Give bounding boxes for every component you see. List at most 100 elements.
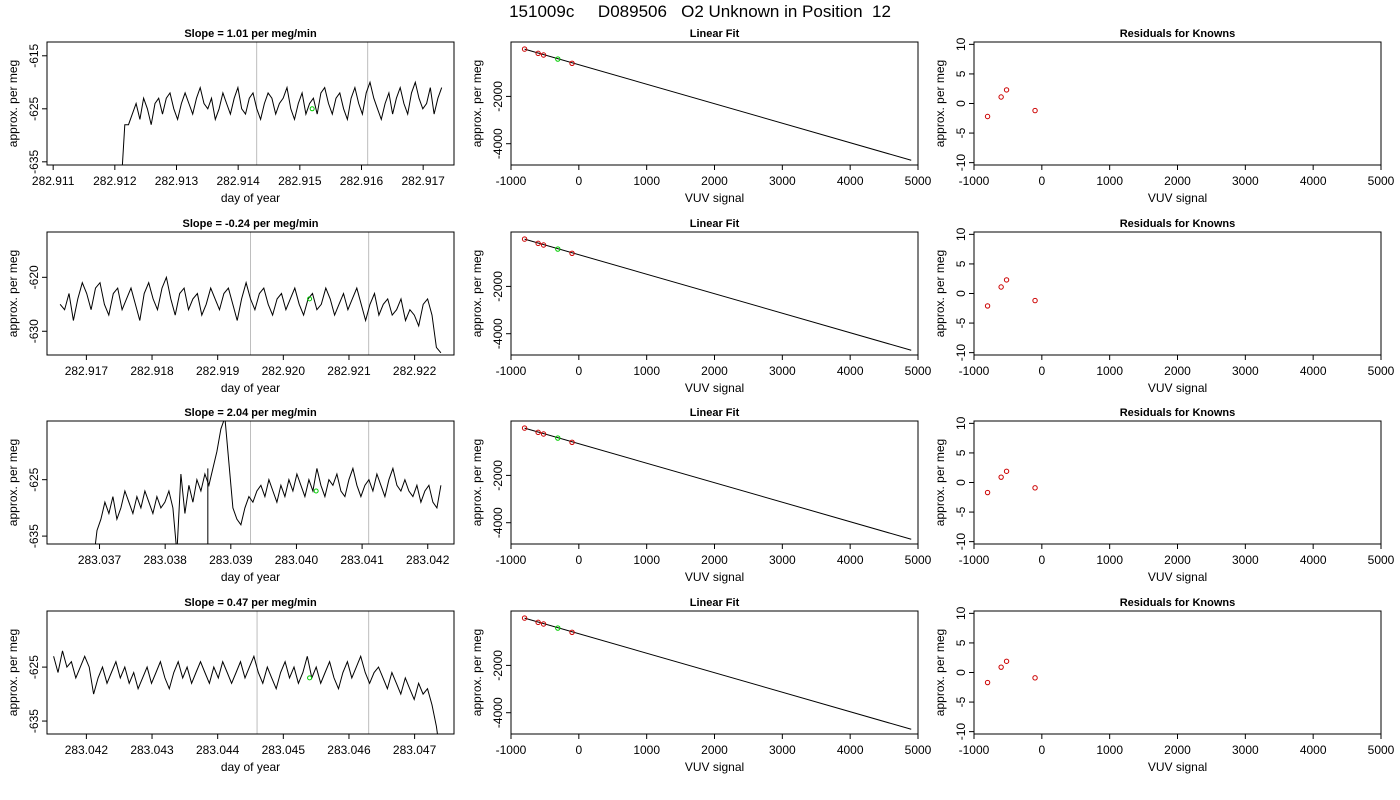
plot-frame (973, 231, 1382, 356)
x-tick-label: 3000 (1232, 743, 1259, 757)
y-tick-label: -10 (954, 533, 968, 551)
chart-panel-8: Linear Fit -1000 0 1000 2000 3000 4000 5000 -200… (470, 597, 932, 774)
known-point (540, 242, 547, 248)
y-axis-label: approx. per meg (6, 250, 20, 337)
x-tick-label: 0 (1038, 553, 1045, 567)
x-tick-label: 0 (1038, 743, 1045, 757)
x-tick-label: -1000 (959, 174, 990, 188)
plot-area (521, 46, 912, 161)
panel-title: Linear Fit (690, 28, 740, 40)
chart-panel-9: Residuals for Knowns -1000 0 1000 2000 3000 40… (933, 28, 1395, 205)
x-tick-label: 282.916 (340, 174, 384, 188)
chart-panel-7: Linear Fit -1000 0 1000 2000 3000 4000 5000 -200… (470, 407, 932, 584)
y-axis-label: approx. per meg (6, 60, 20, 147)
x-tick-label: 283.047 (393, 743, 437, 757)
panel-title: Slope = 1.01 per meg/min (184, 28, 317, 40)
x-tick-label: 4000 (1300, 364, 1327, 378)
x-tick-label: 2000 (701, 553, 728, 567)
x-tick-label: 1000 (633, 364, 660, 378)
x-tick-label: 4000 (1300, 553, 1327, 567)
known-point (998, 474, 1004, 480)
plot-frame (510, 231, 919, 356)
x-tick-label: 282.911 (32, 174, 75, 188)
y-tick-label: -4000 (491, 128, 505, 159)
x-tick-label: 0 (575, 364, 582, 378)
known-point (998, 664, 1004, 670)
x-tick-label: 282.918 (130, 364, 174, 378)
x-axis-label: VUV signal (685, 191, 744, 205)
fit-line (524, 427, 912, 540)
y-tick-label: 10 (954, 416, 968, 430)
x-tick-label: 1000 (633, 174, 660, 188)
y-tick-label: 10 (954, 606, 968, 620)
x-tick-label: 4000 (837, 743, 864, 757)
x-tick-label: 0 (575, 743, 582, 757)
known-point (1003, 87, 1010, 93)
x-axis-label: VUV signal (685, 381, 744, 395)
x-tick-label: 3000 (769, 174, 796, 188)
known-point (984, 303, 991, 309)
series-trace (53, 650, 438, 734)
x-tick-label: 4000 (837, 553, 864, 567)
known-point (521, 46, 528, 52)
x-tick-label: -1000 (959, 364, 990, 378)
x-tick-label: 5000 (1368, 364, 1395, 378)
unknown-point (555, 625, 561, 631)
plot-area (121, 42, 443, 165)
x-tick-label: 3000 (769, 743, 796, 757)
panel-title: Residuals for Knowns (1120, 597, 1236, 609)
x-tick-label: 0 (1038, 364, 1045, 378)
panel-title: Residuals for Knowns (1120, 407, 1236, 419)
known-point (540, 431, 547, 437)
known-point (535, 240, 541, 247)
x-axis-label: VUV signal (1148, 191, 1207, 205)
plot-area (94, 421, 442, 544)
plot-frame (510, 41, 919, 166)
panel-title: Linear Fit (690, 218, 740, 230)
x-tick-label: 1000 (1096, 174, 1123, 188)
x-tick-label: -1000 (959, 553, 990, 567)
y-tick-label: -10 (954, 344, 968, 362)
x-tick-label: 0 (1038, 174, 1045, 188)
x-tick-label: 2000 (1164, 174, 1191, 188)
y-axis-label: approx. per meg (470, 60, 484, 147)
plot-frame (973, 41, 1382, 166)
x-tick-label: 5000 (1368, 174, 1395, 188)
plot-frame (510, 420, 919, 545)
unknown-point (307, 296, 313, 302)
y-axis-label: approx. per meg (470, 439, 484, 526)
y-tick-label: -5 (954, 317, 968, 328)
y-tick-label: 5 (954, 639, 968, 646)
x-tick-label: 2000 (1164, 743, 1191, 757)
plot-area (984, 87, 1038, 120)
figure-title: 151009c D089506 O2 Unknown in Position 1… (509, 2, 891, 21)
y-tick-label: -625 (27, 96, 41, 120)
fit-line (524, 48, 912, 161)
x-tick-label: 4000 (837, 174, 864, 188)
x-tick-label: 3000 (1232, 553, 1259, 567)
y-tick-label: 5 (954, 449, 968, 456)
x-tick-label: 3000 (1232, 364, 1259, 378)
x-tick-label: 282.912 (93, 174, 137, 188)
x-tick-label: 283.046 (327, 743, 371, 757)
y-tick-label: -635 (27, 149, 41, 173)
x-axis-label: VUV signal (685, 760, 744, 774)
y-tick-label: 0 (954, 479, 968, 486)
x-tick-label: 282.920 (262, 364, 306, 378)
x-tick-label: 283.042 (406, 553, 450, 567)
x-axis-label: day of year (221, 381, 280, 395)
x-tick-label: 1000 (1096, 743, 1123, 757)
panel-title: Slope = -0.24 per meg/min (182, 218, 318, 230)
y-tick-label: -10 (954, 154, 968, 172)
x-tick-label: 282.917 (65, 364, 109, 378)
x-tick-label: 282.922 (393, 364, 437, 378)
y-axis-label: approx. per meg (933, 250, 947, 337)
known-point (1032, 297, 1038, 304)
known-point (569, 250, 575, 256)
x-tick-label: 283.042 (65, 743, 109, 757)
y-tick-label: 0 (954, 290, 968, 297)
x-tick-label: -1000 (496, 364, 527, 378)
known-point (998, 94, 1004, 100)
